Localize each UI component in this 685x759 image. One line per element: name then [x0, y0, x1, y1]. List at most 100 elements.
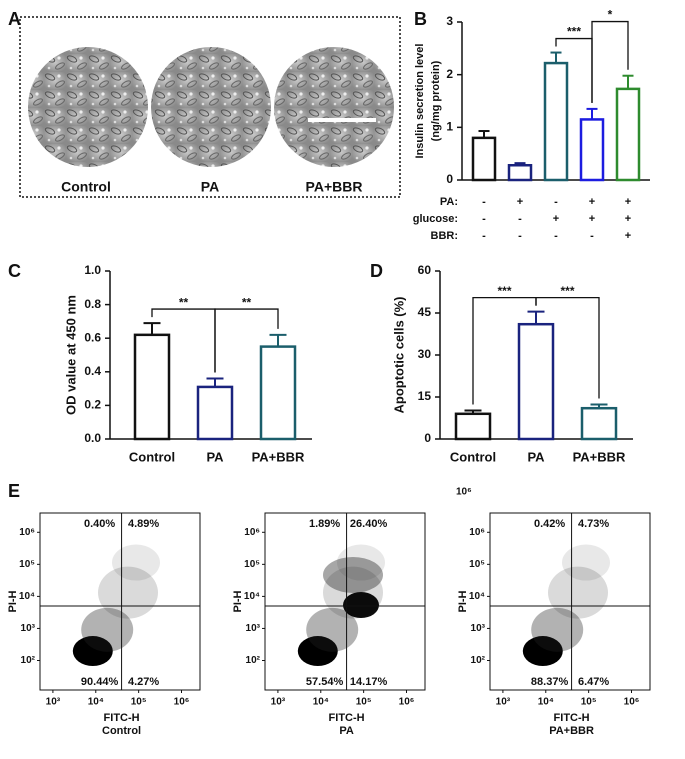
x-tick-label: 10³ — [271, 697, 286, 708]
cell-population — [297, 636, 338, 667]
x-tick-label: 10⁴ — [538, 697, 554, 708]
quadrant-percent: 0.40% — [84, 518, 115, 530]
y-tick-label: 10⁴ — [244, 591, 260, 602]
cell-population — [323, 556, 383, 593]
panel-label: E — [8, 481, 20, 501]
x-tick-label: 10³ — [46, 697, 61, 708]
x-tick-label: 10⁴ — [88, 697, 104, 708]
plot-frame — [264, 512, 426, 691]
plot-title: PA — [339, 725, 354, 737]
x-tick-label: Control — [129, 449, 175, 464]
condition-mark: + — [625, 230, 631, 242]
y-tick-label: 15 — [418, 389, 432, 403]
y-axis-label: PI-H — [457, 590, 469, 612]
y-tick-label: 3 — [446, 14, 453, 28]
significance-label: * — [608, 8, 613, 22]
condition-mark: - — [482, 196, 486, 208]
y-tick-label: 10⁴ — [19, 591, 35, 602]
y-tick-label: 10² — [21, 655, 36, 666]
y-tick-label: 60 — [418, 263, 432, 277]
condition-mark: - — [482, 230, 486, 242]
plot-title: PA+BBR — [549, 725, 594, 737]
bar — [579, 118, 605, 182]
significance-bracket — [591, 20, 629, 103]
x-tick-label: PA — [527, 449, 545, 464]
y-axis-label: PI-H — [7, 590, 19, 612]
quadrant-percent: 6.47% — [578, 676, 609, 688]
y-axis-label: (ng/mg protein) — [430, 60, 442, 141]
y-tick-label: 0 — [446, 172, 453, 186]
condition-name: PA: — [440, 196, 458, 208]
cell-population — [72, 636, 113, 667]
quadrant-percent: 57.54% — [306, 676, 344, 688]
micrograph-label: Control — [61, 179, 111, 195]
quadrant-percent: 4.89% — [128, 518, 159, 530]
y-tick-label: 10⁵ — [469, 559, 485, 570]
cell-population — [522, 636, 563, 667]
bar — [543, 61, 569, 182]
panel-label: C — [8, 261, 21, 281]
y-axis-label: PI-H — [232, 590, 244, 612]
condition-name: BBR: — [431, 230, 459, 242]
cell-population — [112, 544, 160, 581]
y-tick-label: 10³ — [21, 623, 36, 634]
x-tick-label: 10⁶ — [624, 697, 640, 708]
y-tick-label: 0.6 — [84, 330, 101, 344]
x-axis-label: FITC-H — [329, 712, 365, 724]
significance-label: *** — [497, 284, 511, 298]
bar — [517, 322, 555, 441]
stray-label: 10⁶ — [456, 487, 472, 498]
y-tick-label: 0.8 — [84, 297, 101, 311]
plot-title: Control — [102, 725, 141, 737]
y-tick-label: 10⁵ — [244, 559, 260, 570]
x-tick-label: 10⁴ — [313, 697, 329, 708]
panel-a-frame — [19, 16, 401, 198]
cell-population — [81, 607, 134, 652]
y-tick-label: 0.2 — [84, 398, 101, 412]
cell-population — [337, 544, 385, 581]
x-tick-label: 10⁵ — [581, 697, 597, 708]
y-tick-label: 30 — [418, 347, 432, 361]
condition-name: glucose: — [413, 213, 458, 225]
bar — [580, 406, 618, 441]
x-tick-label: PA — [206, 449, 224, 464]
condition-mark: - — [590, 230, 594, 242]
condition-mark: - — [518, 230, 522, 242]
condition-mark: + — [553, 213, 559, 225]
plot-frame — [39, 512, 201, 691]
significance-bracket — [214, 308, 279, 373]
condition-mark: + — [625, 196, 631, 208]
y-tick-label: 0 — [424, 431, 431, 445]
y-axis-label: Insulin secretion level — [414, 44, 426, 159]
cell-population — [562, 544, 610, 581]
significance-label: ** — [179, 295, 189, 309]
bar — [196, 385, 234, 441]
cell-population — [531, 607, 584, 652]
x-tick-label: 10⁵ — [131, 697, 147, 708]
bar — [454, 412, 492, 441]
bar — [471, 136, 497, 182]
x-tick-label: 10³ — [496, 697, 511, 708]
panel-label: B — [414, 9, 427, 29]
y-tick-label: 45 — [418, 305, 432, 319]
y-tick-label: 10⁶ — [19, 527, 35, 538]
quadrant-percent: 26.40% — [350, 518, 388, 530]
y-tick-label: 10² — [246, 655, 261, 666]
panel-label: D — [370, 261, 383, 281]
x-tick-label: PA+BBR — [252, 449, 305, 464]
panel-label: A — [8, 9, 21, 29]
x-axis-label: FITC-H — [104, 712, 140, 724]
y-tick-label: 10² — [471, 655, 486, 666]
bar — [507, 164, 533, 182]
significance-label: *** — [560, 284, 574, 298]
significance-label: ** — [242, 295, 252, 309]
cell-population — [343, 592, 379, 619]
quadrant-percent: 1.89% — [309, 518, 340, 530]
condition-mark: - — [554, 196, 558, 208]
significance-label: *** — [567, 25, 581, 39]
quadrant-percent: 14.17% — [350, 676, 388, 688]
x-tick-label: 10⁵ — [356, 697, 372, 708]
quadrant-percent: 4.27% — [128, 676, 159, 688]
micrograph — [151, 47, 271, 167]
y-tick-label: 0.0 — [84, 431, 101, 445]
